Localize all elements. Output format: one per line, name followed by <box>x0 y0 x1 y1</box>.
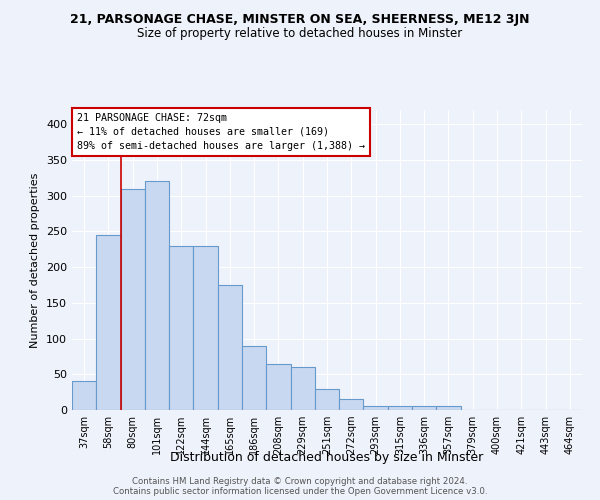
Bar <box>315 388 339 410</box>
Text: Size of property relative to detached houses in Minster: Size of property relative to detached ho… <box>137 28 463 40</box>
Bar <box>96 235 121 410</box>
Bar <box>242 346 266 410</box>
Text: Contains public sector information licensed under the Open Government Licence v3: Contains public sector information licen… <box>113 487 487 496</box>
Text: Contains HM Land Registry data © Crown copyright and database right 2024.: Contains HM Land Registry data © Crown c… <box>132 477 468 486</box>
Bar <box>388 406 412 410</box>
Bar <box>218 285 242 410</box>
Bar <box>436 406 461 410</box>
Bar <box>145 182 169 410</box>
Text: Distribution of detached houses by size in Minster: Distribution of detached houses by size … <box>170 451 484 464</box>
Bar <box>290 367 315 410</box>
Bar <box>169 246 193 410</box>
Bar <box>121 188 145 410</box>
Bar <box>339 400 364 410</box>
Bar <box>412 406 436 410</box>
Bar <box>266 364 290 410</box>
Text: 21 PARSONAGE CHASE: 72sqm
← 11% of detached houses are smaller (169)
89% of semi: 21 PARSONAGE CHASE: 72sqm ← 11% of detac… <box>77 113 365 151</box>
Bar <box>364 406 388 410</box>
Bar <box>193 246 218 410</box>
Text: 21, PARSONAGE CHASE, MINSTER ON SEA, SHEERNESS, ME12 3JN: 21, PARSONAGE CHASE, MINSTER ON SEA, SHE… <box>70 12 530 26</box>
Bar <box>72 382 96 410</box>
Y-axis label: Number of detached properties: Number of detached properties <box>31 172 40 348</box>
